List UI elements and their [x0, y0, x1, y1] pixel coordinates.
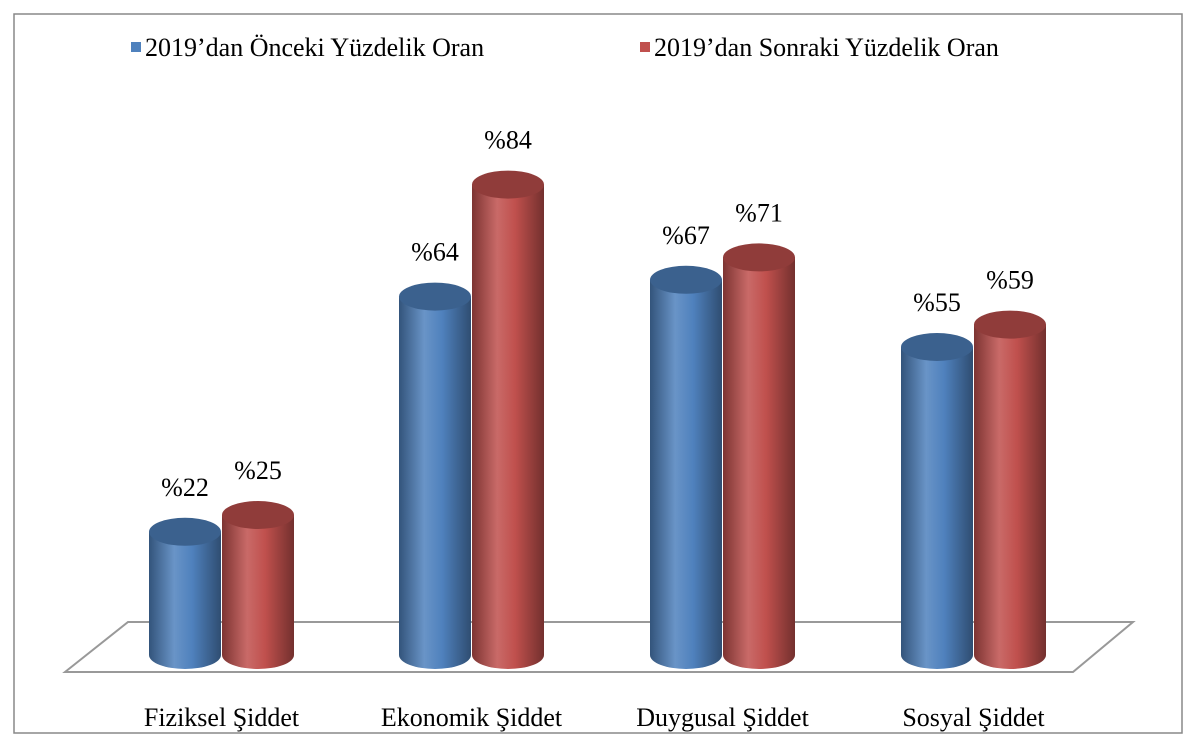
bar-top [650, 265, 722, 294]
bar [723, 257, 795, 669]
bar-top [472, 170, 544, 199]
bar-top [974, 310, 1046, 339]
bar [399, 296, 471, 669]
bar [472, 184, 544, 669]
bar-top [149, 517, 221, 546]
x-tick-label: Sosyal Şiddet [902, 703, 1045, 732]
data-label: %67 [662, 221, 710, 250]
x-tick-label: Duygusal Şiddet [636, 703, 809, 732]
bar-top [723, 243, 795, 272]
data-label: %22 [161, 473, 209, 502]
bar [650, 279, 722, 669]
legend-swatch [640, 42, 650, 52]
data-label: %59 [986, 266, 1034, 295]
data-label: %84 [484, 126, 532, 155]
legend-swatch [131, 42, 141, 52]
bar [901, 347, 973, 669]
data-label: %25 [234, 456, 282, 485]
bar [149, 531, 221, 669]
floor [62, 621, 1136, 673]
data-label: %71 [735, 198, 783, 227]
bar [222, 515, 294, 669]
data-label: %64 [411, 238, 459, 267]
bar-top [901, 333, 973, 361]
legend-label: 2019’dan Önceki Yüzdelik Oran [145, 33, 484, 62]
bar-top [399, 282, 471, 311]
legend-label: 2019’dan Sonraki Yüzdelik Oran [654, 33, 999, 62]
bar [974, 324, 1046, 669]
x-tick-label: Ekonomik Şiddet [381, 703, 563, 732]
data-label: %55 [913, 288, 961, 317]
x-tick-label: Fiziksel Şiddet [144, 703, 300, 732]
bar-top [222, 501, 294, 529]
